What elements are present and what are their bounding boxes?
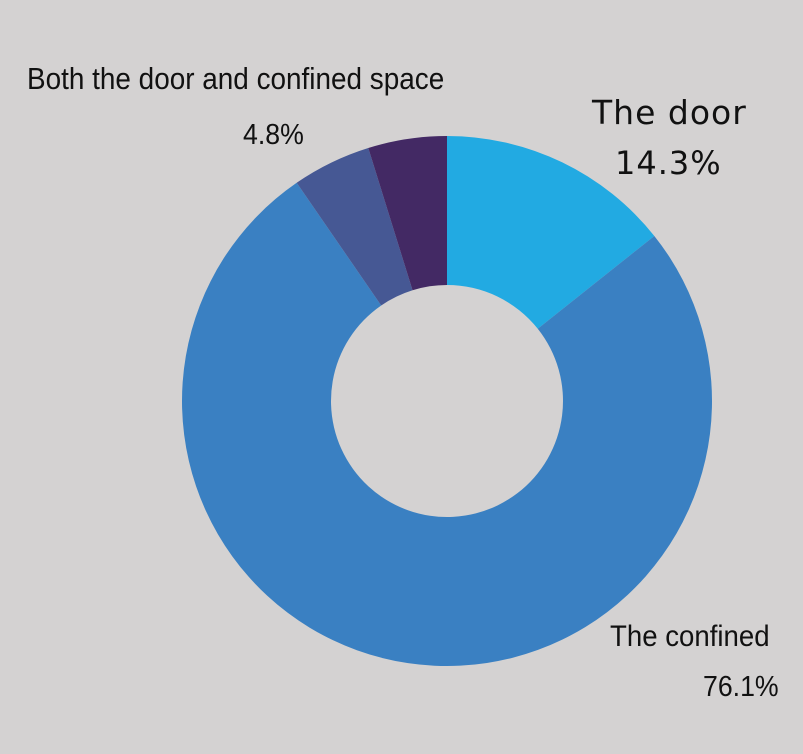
label-confined-value: 76.1% <box>703 671 779 703</box>
slice-both-light <box>296 147 413 306</box>
slice-the-confined <box>181 182 712 666</box>
label-both-value: 4.8% <box>243 119 304 151</box>
label-door-value: 14.3% <box>615 144 722 182</box>
label-both-name: Both the door and confined space <box>27 61 445 96</box>
label-confined-name: The confined <box>610 620 770 653</box>
slice-the-door <box>447 136 655 329</box>
slice-both-dark <box>368 136 447 291</box>
label-door-name: The door <box>592 93 747 132</box>
